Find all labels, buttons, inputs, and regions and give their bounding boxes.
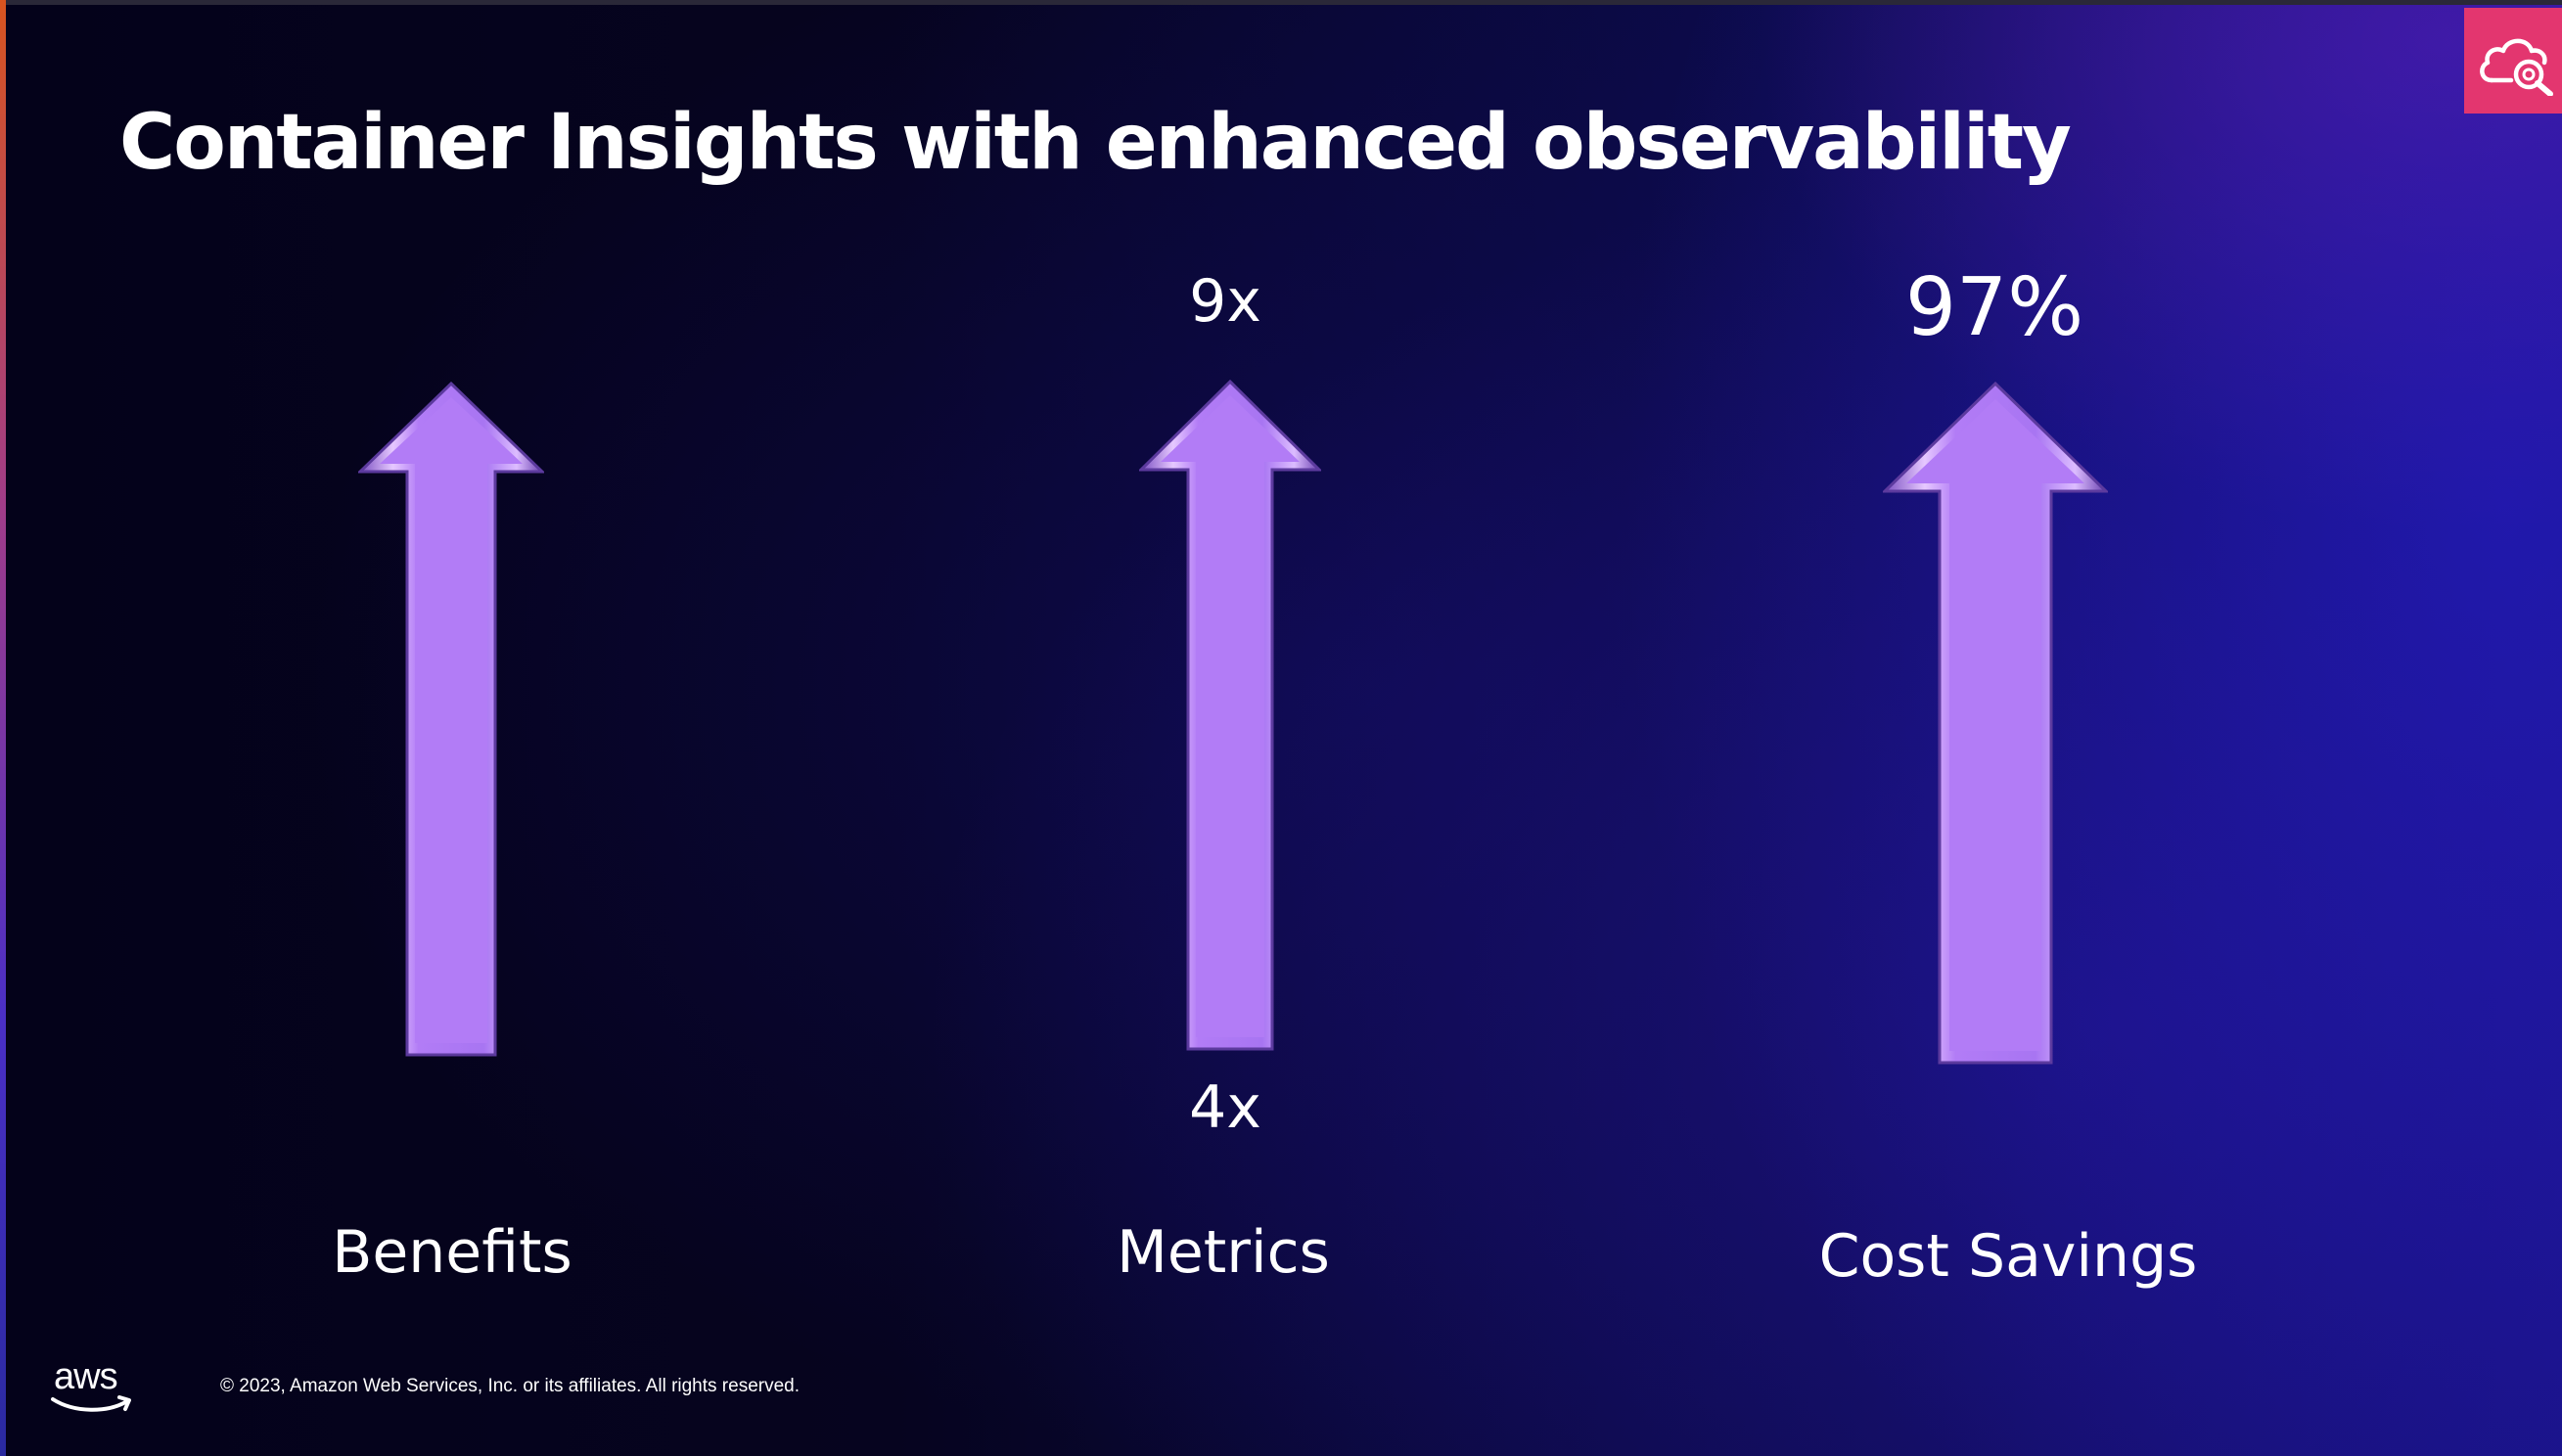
metrics-caption: Metrics xyxy=(1117,1218,1330,1287)
aws-logo: aws xyxy=(51,1358,135,1417)
left-accent-edge xyxy=(0,0,6,1456)
slide-title: Container Insights with enhanced observa… xyxy=(119,99,2072,187)
cloud-search-icon xyxy=(2480,38,2553,96)
metrics-bottom-label: 4x xyxy=(1189,1073,1261,1142)
cost-savings-arrow xyxy=(1883,382,2108,1065)
cost-savings-top-label: 97% xyxy=(1904,261,2084,354)
aws-logo-text: aws xyxy=(54,1356,118,1397)
top-border xyxy=(0,0,2562,5)
metrics-top-label: 9x xyxy=(1189,267,1261,336)
copyright-text: © 2023, Amazon Web Services, Inc. or its… xyxy=(220,1376,801,1396)
corner-badge xyxy=(2464,8,2562,114)
benefits-arrow xyxy=(358,382,544,1057)
benefits-caption: Benefits xyxy=(332,1218,572,1287)
aws-smile-icon xyxy=(51,1395,131,1412)
cost-savings-caption: Cost Savings xyxy=(1818,1222,2198,1291)
metrics-arrow xyxy=(1139,380,1321,1051)
